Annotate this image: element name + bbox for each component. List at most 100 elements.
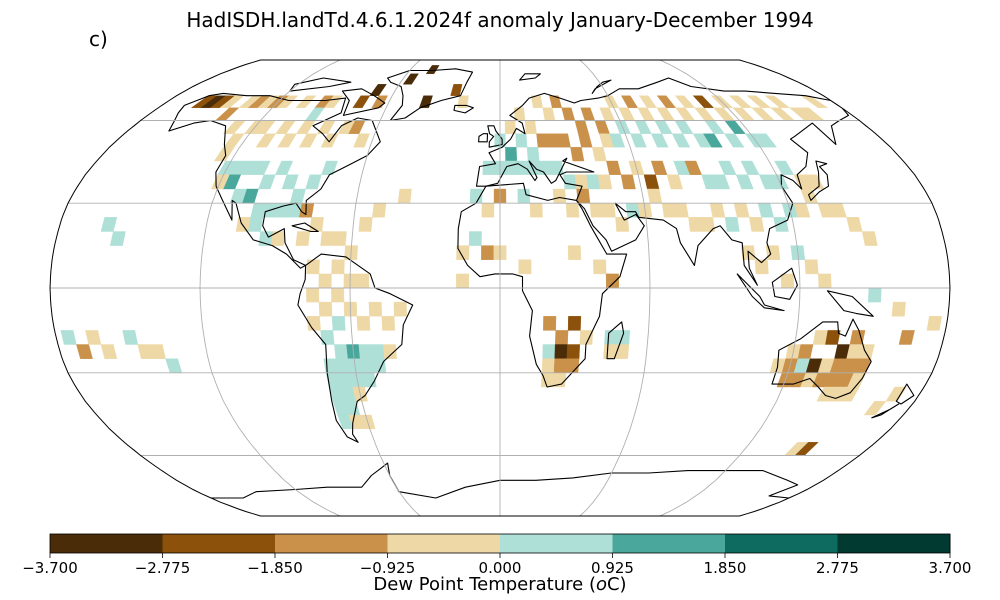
grid-cell	[258, 174, 276, 190]
grid-cell	[615, 217, 630, 232]
grid-cell	[724, 217, 740, 232]
coastline	[871, 403, 900, 419]
coastline	[341, 88, 386, 116]
grid-cell	[371, 95, 389, 109]
colorbar-segment	[500, 534, 613, 553]
coastline	[771, 318, 872, 399]
grid-cell	[381, 316, 396, 331]
grid-cell	[393, 301, 407, 317]
map-boundary	[49, 59, 951, 517]
grid-cell	[358, 217, 373, 232]
coastline	[487, 125, 503, 148]
coastline	[895, 383, 915, 405]
coastline	[475, 77, 850, 286]
grid-cell	[579, 330, 594, 345]
grid-cell	[331, 316, 346, 331]
colorbar-label-suffix: C)	[606, 574, 627, 595]
grid-cell	[402, 73, 419, 85]
coastline	[478, 133, 489, 143]
colorbar-segment	[387, 534, 501, 553]
grid-cell	[671, 133, 691, 148]
colorbar-tick-label: 2.775	[816, 559, 859, 577]
coastline	[736, 273, 785, 312]
anomaly-grid-cells	[60, 65, 942, 456]
coastline	[826, 290, 874, 317]
colorbar-label: Dew Point Temperature (oC)	[0, 574, 1000, 595]
grid-cell	[735, 174, 754, 190]
grid-cell	[703, 133, 723, 148]
map-title: HadISDH.landTd.4.6.1.2024f anomaly Janua…	[186, 8, 814, 32]
coastline	[168, 92, 381, 269]
grid-cell	[749, 217, 765, 232]
grid-cell	[620, 174, 636, 190]
longitude-line	[659, 60, 801, 516]
colorbar-segment	[50, 534, 163, 553]
colorbar-segment	[725, 534, 838, 553]
grid-cell	[255, 133, 276, 148]
grid-cell	[755, 133, 778, 148]
grid-cell	[891, 301, 906, 317]
coastline	[289, 77, 352, 92]
grid-cell	[666, 174, 683, 190]
coastline	[808, 160, 830, 201]
grid-cell	[518, 259, 532, 275]
colorbar-segment	[162, 534, 276, 553]
grid-cell	[298, 133, 318, 148]
colorbar-tick-label: 1.850	[703, 559, 747, 577]
grid-cell	[321, 160, 338, 175]
grid-cell	[270, 231, 286, 246]
longitude-line	[579, 60, 651, 516]
coastline	[387, 68, 474, 122]
longitude-line	[349, 60, 421, 516]
grid-cell	[100, 344, 118, 359]
panel-label: c)	[89, 27, 108, 51]
grid-cell	[457, 95, 469, 109]
longitude-line	[199, 60, 341, 516]
grid-cell	[724, 133, 745, 148]
graticule	[50, 60, 950, 516]
grid-cell	[276, 95, 299, 109]
grid-cell	[609, 133, 626, 148]
colorbar-segment	[837, 534, 951, 553]
coastline	[297, 253, 414, 443]
grid-cell	[295, 95, 317, 109]
colorbar-tick-label: 0.925	[591, 559, 634, 577]
grid-cell	[277, 133, 297, 148]
grid-cell	[109, 231, 126, 246]
grid-cell	[356, 316, 371, 331]
grid-cell	[567, 245, 582, 260]
colorbar-tick-label: −2.775	[134, 559, 191, 577]
colorbar-tick-label: −0.925	[359, 559, 416, 577]
colorbar-tick-label: 0.000	[478, 559, 522, 577]
grid-cell	[754, 259, 769, 275]
grid-cell	[863, 401, 887, 416]
colorbar-tick-label: −3.700	[22, 559, 78, 577]
grid-cell	[700, 217, 716, 232]
grid-cell	[597, 174, 613, 190]
grid-cell	[926, 316, 942, 331]
grid-cell	[305, 174, 322, 190]
grid-cell	[570, 146, 585, 162]
grid-cell	[630, 133, 647, 148]
colorbar-tick-label: 3.700	[928, 559, 972, 577]
grid-cell	[352, 95, 371, 109]
grid-cell	[383, 344, 397, 359]
grid-cell	[213, 146, 235, 162]
colorbar-segment	[275, 534, 388, 553]
grid-cell	[295, 231, 310, 246]
coastlines	[168, 68, 915, 499]
colorbar-label-prefix: Dew Point Temperature (	[373, 574, 596, 595]
colorbar-segment	[612, 534, 726, 553]
coastline	[519, 73, 541, 81]
coastline	[457, 182, 628, 388]
grid-cell	[353, 133, 370, 148]
grid-cell	[456, 245, 470, 260]
grid-cell	[712, 174, 731, 190]
grid-cell	[650, 133, 669, 148]
coastline	[211, 462, 799, 499]
grid-cell	[861, 231, 878, 246]
grid-cell	[898, 330, 915, 345]
coastline	[291, 222, 319, 233]
